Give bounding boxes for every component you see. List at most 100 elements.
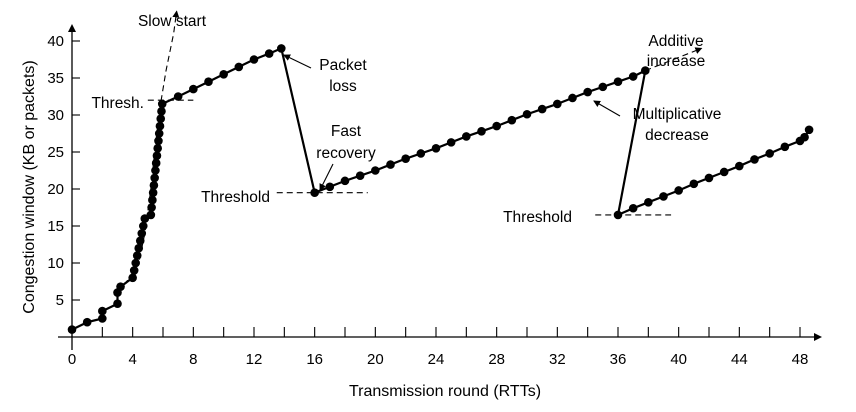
annotation-additive-increase-1: Additive [648, 33, 703, 50]
annotations: Slow start Packet loss Fast recovery Add… [91, 13, 721, 226]
data-point [340, 176, 350, 186]
x-tick-label: 12 [246, 351, 263, 368]
data-point [537, 104, 547, 114]
data-point [416, 149, 426, 158]
data-point [146, 210, 156, 220]
data-point [800, 132, 809, 142]
annotation-fast-recovery-1: Fast [331, 123, 362, 140]
data-point [310, 188, 319, 197]
data-point [149, 181, 159, 190]
x-tick-label: 8 [189, 351, 197, 368]
y-tick-label: 10 [47, 255, 64, 272]
additive-increase-extension [645, 47, 703, 72]
data-point [98, 314, 107, 323]
data-point [148, 188, 158, 197]
x-tick-label: 28 [488, 351, 505, 368]
data-point [628, 72, 638, 81]
data-point [154, 129, 164, 138]
data-point [249, 55, 259, 64]
threshold-lines [117, 10, 703, 293]
series-layer [71, 47, 811, 331]
data-point [644, 198, 653, 207]
data-point [204, 77, 213, 86]
data-point [156, 114, 166, 123]
x-tick-label: 40 [670, 351, 687, 368]
data-point [613, 77, 623, 86]
data-point [134, 243, 144, 253]
data-point [780, 142, 790, 152]
arrow-fast-recovery [319, 163, 334, 191]
data-point [132, 251, 142, 260]
y-tick-label: 35 [47, 70, 64, 87]
x-tick-label: 32 [549, 351, 566, 368]
data-point [431, 144, 441, 153]
annotation-threshold-1: Threshold [201, 189, 270, 206]
data-point [135, 236, 145, 246]
x-tick-label: 16 [306, 351, 323, 368]
data-point [98, 306, 107, 316]
data-point [116, 282, 125, 291]
data-point [568, 93, 577, 103]
data-point [155, 121, 165, 131]
arrow-packet-loss [283, 54, 312, 69]
data-point [462, 132, 471, 141]
data-point [150, 173, 159, 183]
x-tick-label: 36 [610, 351, 627, 368]
data-point [277, 44, 286, 53]
data-point [154, 136, 163, 146]
data-point [507, 115, 517, 125]
annotation-packet-loss-1: Packet [319, 57, 367, 74]
data-point [704, 173, 714, 183]
slow-start-curve [117, 10, 180, 293]
data-point [674, 186, 683, 195]
y-tick-label: 15 [47, 218, 64, 235]
y-axis-title: Congestion window (KB or packets) [21, 60, 38, 313]
data-point [129, 266, 139, 275]
data-point [641, 66, 650, 75]
x-tick-label: 0 [68, 351, 76, 368]
x-tick-label: 48 [792, 351, 809, 368]
data-point [138, 221, 148, 231]
data-point [137, 229, 147, 238]
y-tick-label: 25 [47, 144, 64, 161]
annotation-fast-recovery-2: recovery [316, 145, 376, 162]
points-layer [67, 44, 814, 334]
x-tick-label: 4 [128, 351, 136, 368]
data-point [147, 203, 156, 212]
data-point [719, 167, 729, 177]
x-tick-label: 44 [731, 351, 748, 368]
arrow-multiplicative-decrease [593, 100, 621, 117]
data-point [401, 154, 410, 163]
data-point [148, 195, 157, 205]
data-point [750, 155, 759, 164]
y-tick-label: 40 [47, 33, 64, 50]
data-point [219, 70, 228, 79]
data-point [522, 109, 532, 119]
data-point [735, 161, 744, 171]
data-point [386, 160, 395, 169]
y-tick-label: 20 [47, 181, 64, 198]
data-point [152, 151, 162, 160]
data-point [113, 299, 122, 309]
data-point [264, 49, 274, 58]
y-tick-label: 5 [56, 292, 64, 309]
data-point [82, 317, 92, 327]
data-point [583, 87, 592, 97]
x-axis-title: Transmission round (RTTs) [349, 383, 541, 400]
data-point [598, 82, 608, 92]
data-point [151, 166, 160, 175]
annotation-thresh: Thresh. [91, 95, 144, 112]
annotation-multiplicative-decrease-2: decrease [645, 127, 709, 144]
annotation-additive-increase-2: increase [647, 53, 706, 70]
data-point [477, 126, 486, 136]
annotation-slow-start: Slow start [138, 13, 207, 30]
data-point [157, 99, 167, 109]
data-point [628, 203, 638, 213]
data-point [492, 121, 501, 131]
data-point [153, 144, 162, 153]
data-point [659, 192, 668, 201]
data-point [804, 125, 814, 135]
x-tick-label: 24 [428, 351, 445, 368]
